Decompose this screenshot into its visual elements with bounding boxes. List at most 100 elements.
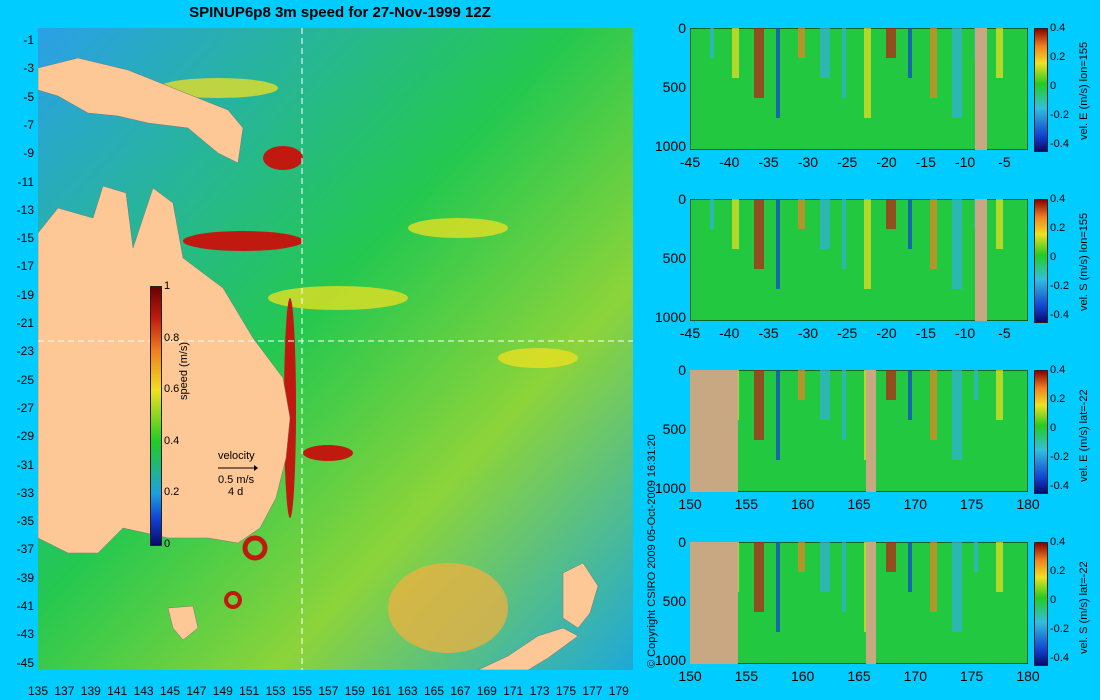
map-x-tick: 151 bbox=[239, 684, 260, 698]
section-colorbar-tick: 0 bbox=[1050, 594, 1057, 606]
speed-colorbar-tick: 0.8 bbox=[164, 331, 180, 344]
section-land-mask bbox=[975, 199, 985, 321]
section-stripe bbox=[754, 370, 764, 440]
map-y-tick: -29 bbox=[16, 429, 34, 444]
section-stripe bbox=[974, 370, 978, 400]
section-stripe bbox=[908, 199, 912, 249]
section-stripe bbox=[842, 199, 846, 269]
section-stripe bbox=[952, 542, 962, 632]
section-stripe bbox=[886, 542, 896, 572]
map-y-tick: -13 bbox=[16, 202, 34, 217]
australia bbox=[38, 185, 291, 554]
section-colorbar-tick: 0 bbox=[1050, 80, 1057, 92]
section-land-mask bbox=[866, 370, 876, 492]
section-x-tick: -15 bbox=[915, 325, 936, 341]
section-stripe bbox=[798, 28, 805, 58]
section-x-tick: -25 bbox=[837, 154, 858, 170]
section-panel: 0 500 1000 150 155 160 165 170 175 180 0.4 0.2 0 -0.2… bbox=[655, 534, 1069, 684]
new-guinea bbox=[38, 57, 244, 164]
speed-map-plot bbox=[38, 28, 633, 670]
section-x-tick: -40 bbox=[719, 154, 740, 170]
section-colorbar-label: vel. S (m/s) lat=-22 bbox=[1078, 561, 1090, 654]
map-y-tick: -15 bbox=[16, 231, 34, 246]
speed-map bbox=[38, 28, 633, 670]
section-stripe bbox=[842, 542, 846, 612]
section-stripe bbox=[996, 542, 1003, 592]
section-y-tick: 500 bbox=[662, 421, 686, 437]
section-stripe bbox=[754, 199, 764, 269]
section-stripe bbox=[842, 370, 846, 440]
section-stripe bbox=[754, 28, 764, 98]
velocity-legend: velocity 0.5 m/s 4 d bbox=[218, 450, 258, 498]
section-stripe bbox=[930, 199, 937, 269]
section-land-mask bbox=[985, 28, 987, 150]
map-x-tick: 173 bbox=[529, 684, 550, 698]
section-x-tick: 180 bbox=[1016, 496, 1040, 512]
section-x-tick: 170 bbox=[903, 496, 927, 512]
map-y-tick: -19 bbox=[16, 287, 34, 302]
map-x-tick: 153 bbox=[265, 684, 286, 698]
section-stripe bbox=[886, 28, 896, 58]
map-x-tick: 147 bbox=[186, 684, 207, 698]
section-y-tick: 500 bbox=[662, 79, 686, 95]
section-x-tick: -20 bbox=[876, 325, 897, 341]
map-x-tick: 141 bbox=[107, 684, 128, 698]
new-zealand-north bbox=[562, 562, 599, 629]
map-y-tick: -9 bbox=[23, 146, 34, 161]
section-x-tick: 165 bbox=[847, 668, 871, 684]
section-colorbar-tick: -0.2 bbox=[1050, 623, 1069, 635]
section-x-tick: 155 bbox=[734, 496, 758, 512]
section-stripe bbox=[732, 199, 739, 249]
section-x-tick: -10 bbox=[954, 325, 976, 341]
section-field bbox=[690, 370, 1028, 492]
section-stripe bbox=[886, 199, 896, 229]
section-plot bbox=[690, 542, 1028, 664]
map-y-tick: -37 bbox=[16, 542, 34, 557]
section-colorbar-tick: 0.2 bbox=[1050, 51, 1066, 63]
section-x-tick: -35 bbox=[758, 325, 779, 341]
section-colorbar-tick: -0.4 bbox=[1050, 138, 1069, 150]
section-colorbar-tick: -0.2 bbox=[1050, 109, 1069, 121]
section-colorbar-tick: 0 bbox=[1050, 422, 1057, 434]
speed-colorbar bbox=[150, 286, 162, 546]
section-colorbar-tick: -0.4 bbox=[1050, 309, 1069, 321]
section-x-tick: 170 bbox=[903, 668, 927, 684]
map-x-tick: 171 bbox=[503, 684, 524, 698]
speed-colorbar-tick: 0 bbox=[164, 538, 171, 550]
speed-colorbar-label: speed (m/s) bbox=[178, 341, 190, 400]
section-panel: 0 500 1000 -45 -40 -35 -30 -25 -20 -15 -10 -5 0.4 0.2… bbox=[655, 20, 1069, 170]
section-stripe bbox=[776, 28, 780, 118]
map-x-tick: 143 bbox=[133, 684, 154, 698]
section-y-tick: 500 bbox=[662, 593, 686, 609]
section-colorbar bbox=[1034, 28, 1048, 152]
section-land-mask bbox=[866, 542, 876, 664]
section-stripe bbox=[996, 370, 1003, 420]
section-field bbox=[690, 542, 1028, 664]
section-field bbox=[690, 28, 1028, 150]
map-x-tick: 175 bbox=[555, 684, 577, 698]
section-colorbar-tick: 0.2 bbox=[1050, 393, 1066, 405]
section-colorbar bbox=[1034, 370, 1048, 494]
section-stripe bbox=[952, 28, 962, 118]
copyright-note: © Copyright CSIRO 2009 05-Oct-2009 16:31… bbox=[646, 434, 658, 668]
section-land-mask bbox=[985, 199, 987, 321]
map-x-tick: 163 bbox=[397, 684, 418, 698]
section-colorbar-label: vel. E (m/s) lat=-22 bbox=[1078, 389, 1090, 482]
section-x-tick: 165 bbox=[847, 496, 871, 512]
section-stripe bbox=[886, 370, 896, 400]
section-colorbar-tick: 0.4 bbox=[1050, 193, 1066, 205]
section-y-tick: 0 bbox=[678, 20, 686, 36]
section-x-tick: -30 bbox=[797, 154, 819, 170]
map-y-tick: -21 bbox=[16, 316, 34, 330]
map-x-tick: 157 bbox=[318, 684, 339, 698]
map-x-tick: 135 bbox=[27, 684, 49, 698]
section-x-tick: 150 bbox=[678, 496, 702, 512]
section-stripe bbox=[864, 199, 871, 289]
section-x-tick: -5 bbox=[998, 325, 1011, 341]
map-y-tick: -35 bbox=[16, 514, 34, 529]
section-field bbox=[690, 199, 1028, 321]
map-x-tick: 179 bbox=[608, 684, 629, 698]
velocity-legend-speed: 0.5 m/s bbox=[218, 474, 255, 486]
map-y-tick: -3 bbox=[23, 61, 34, 76]
section-stripe bbox=[974, 542, 978, 572]
